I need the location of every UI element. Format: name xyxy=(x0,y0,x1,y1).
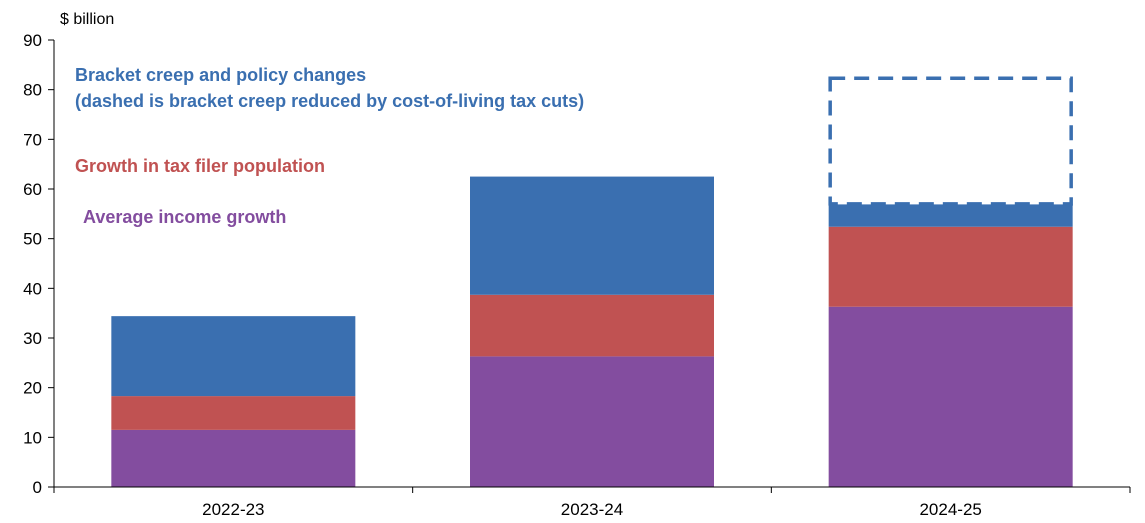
y-tick-label: 0 xyxy=(33,478,42,497)
legend: Bracket creep and policy changes (dashed … xyxy=(75,65,584,227)
y-tick-label: 60 xyxy=(23,180,42,199)
x-tick-label: 2023-24 xyxy=(561,500,623,519)
bar-growth-in-tax-filer-population-2024-25 xyxy=(828,226,1073,307)
y-tick-label: 70 xyxy=(23,130,42,149)
y-tick-label: 80 xyxy=(23,81,42,100)
bars-layer xyxy=(111,76,1073,487)
legend-entry-text: Growth in tax filer population xyxy=(75,156,325,176)
bar-bracket-creep-and-policy-changes-2023-24 xyxy=(470,176,714,295)
legend-entry-text: Average income growth xyxy=(83,207,286,227)
bar-bracket-creep-and-policy-changes-2024-25 xyxy=(828,204,1073,227)
legend-entry-text: Bracket creep and policy changes xyxy=(75,65,366,85)
y-tick-label: 20 xyxy=(23,379,42,398)
dashed-bracket-creep-outline xyxy=(828,76,1073,206)
y-tick-label: 10 xyxy=(23,428,42,447)
y-unit-label: $ billion xyxy=(60,11,114,28)
y-tick-label: 50 xyxy=(23,230,42,249)
y-tick-label: 40 xyxy=(23,279,42,298)
y-tick-label: 30 xyxy=(23,329,42,348)
axes-layer: 0 10 20 30 40 50 60 70 80 90 2022-23 2023-24 2024-25 xyxy=(23,31,1131,519)
bar-average-income-growth-2022-23 xyxy=(111,429,356,487)
bar-bracket-creep-and-policy-changes-2022-23 xyxy=(111,316,356,397)
bar-growth-in-tax-filer-population-2023-24 xyxy=(470,294,714,357)
x-tick-label: 2024-25 xyxy=(919,500,981,519)
bar-growth-in-tax-filer-population-2022-23 xyxy=(111,396,356,430)
bar-average-income-growth-2024-25 xyxy=(828,306,1073,487)
y-tick-label: 90 xyxy=(23,31,42,50)
legend-entry-text: (dashed is bracket creep reduced by cost… xyxy=(75,91,584,111)
bar-average-income-growth-2023-24 xyxy=(470,356,714,487)
x-tick-label: 2022-23 xyxy=(202,500,264,519)
